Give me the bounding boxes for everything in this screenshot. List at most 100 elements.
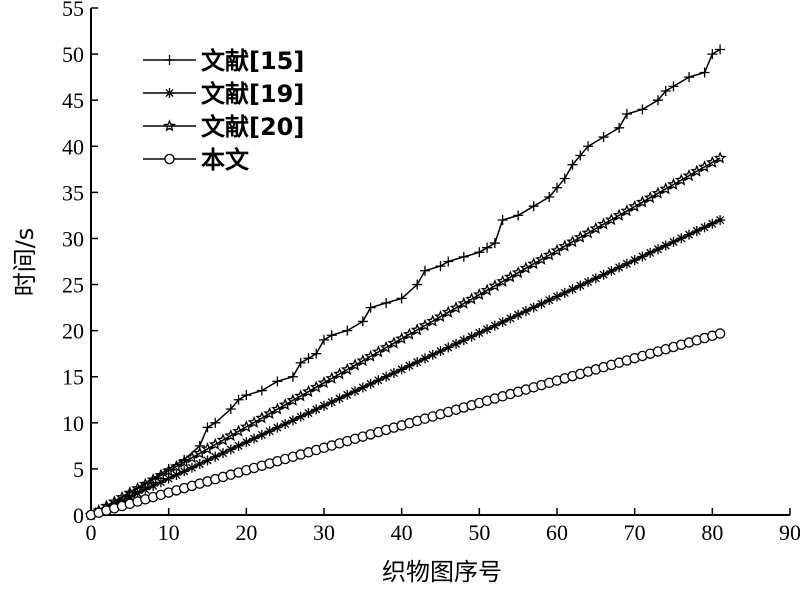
asterisk-marker [342,389,353,400]
star-marker [674,173,688,186]
star-marker [255,411,269,424]
star-marker [395,332,409,345]
asterisk-marker [164,88,175,98]
plus-marker [435,261,446,272]
plus-marker [544,191,555,202]
star-marker [193,446,207,459]
y-axis-title: 时间/s [11,228,39,297]
x-tick-label: 70 [624,520,646,545]
star-marker [163,119,176,132]
star-marker [457,296,471,309]
star-marker [177,455,191,468]
asterisk-marker [520,306,531,317]
star-marker [503,270,517,283]
series-line [90,219,721,516]
star-marker [410,323,424,336]
star-marker [131,481,145,494]
asterisk-marker [552,291,562,302]
asterisk-marker [474,327,485,338]
asterisk-marker [559,287,570,298]
star-marker [589,221,603,234]
asterisk-marker [194,459,205,470]
x-tick-label: 90 [779,520,800,545]
asterisk-marker [707,218,718,229]
plus-marker [614,122,625,133]
asterisk-marker [210,451,221,462]
star-marker [542,248,556,261]
star-marker [162,464,176,477]
star-marker [449,301,463,314]
asterisk-marker [171,469,182,480]
y-tick-label: 50 [62,42,84,67]
plus-marker [319,334,329,345]
x-tick-label: 60 [546,520,568,545]
star-marker [472,288,486,301]
x-tick-label: 30 [313,520,335,545]
plus-marker [303,353,314,364]
asterisk-marker [528,302,539,313]
plus-marker [210,417,221,428]
star-marker [713,151,727,164]
asterisk-marker [567,284,578,295]
asterisk-marker [186,462,197,473]
asterisk-marker [458,335,469,346]
star-marker [224,428,238,442]
star-marker [566,235,579,248]
asterisk-marker [684,229,695,240]
asterisk-marker [614,262,625,273]
legend-label: 文献[20] [201,113,304,141]
legend-label: 文献[19] [201,80,304,108]
plus-marker [715,44,726,55]
star-marker [488,279,502,292]
circle-marker [714,328,726,339]
asterisk-marker [497,317,508,328]
asterisk-marker [668,236,679,247]
asterisk-marker [660,240,671,251]
plus-marker [637,104,648,115]
asterisk-marker [489,320,500,331]
plus-marker [497,215,508,226]
asterisk-marker [241,437,252,448]
star-marker [511,266,525,279]
star-marker [278,398,292,411]
star-marker [426,314,440,327]
star-marker [201,442,214,455]
series-4 [85,328,726,521]
legend-label: 文献[15] [201,47,304,75]
y-tick-label: 10 [62,411,84,436]
asterisk-marker [280,418,291,429]
star-marker [139,477,152,490]
asterisk-marker [373,375,384,386]
asterisk-marker [482,324,493,335]
plus-marker [164,55,175,65]
asterisk-marker [179,466,190,477]
asterisk-marker [621,258,632,269]
star-marker [123,486,137,499]
star-marker [232,424,245,437]
plus-marker [443,256,454,267]
asterisk-marker [404,360,415,371]
asterisk-marker [715,215,726,226]
star-marker [441,305,455,318]
x-axis-title: 织物图序号 [382,558,502,586]
legend-item: 文献[19] [143,80,304,108]
y-tick-label: 40 [62,134,84,159]
plus-marker [272,376,283,387]
star-marker [597,217,611,230]
legend-item: 文献[15] [143,47,304,75]
plus-marker [567,159,578,170]
legend-label: 本文 [201,146,250,174]
star-marker [294,389,308,402]
asterisk-marker [629,255,640,266]
star-marker [379,340,393,353]
star-marker [612,208,626,221]
star-marker [403,327,416,340]
y-tick-label: 35 [62,180,84,205]
asterisk-marker [396,364,407,375]
star-marker [519,261,533,274]
y-tick-label: 25 [62,273,84,298]
plus-marker [225,403,236,414]
asterisk-marker [287,415,298,426]
asterisk-marker [388,367,399,378]
asterisk-marker [583,276,594,287]
